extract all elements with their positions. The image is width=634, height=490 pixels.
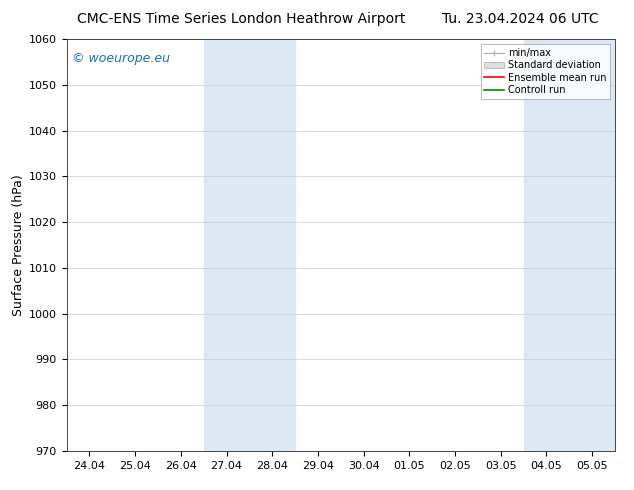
Y-axis label: Surface Pressure (hPa): Surface Pressure (hPa)	[11, 174, 25, 316]
Bar	[524, 39, 615, 451]
Text: © woeurope.eu: © woeurope.eu	[72, 51, 170, 65]
Text: CMC-ENS Time Series London Heathrow Airport: CMC-ENS Time Series London Heathrow Airp…	[77, 12, 405, 26]
Legend: min/max, Standard deviation, Ensemble mean run, Controll run: min/max, Standard deviation, Ensemble me…	[481, 44, 610, 99]
Text: Tu. 23.04.2024 06 UTC: Tu. 23.04.2024 06 UTC	[441, 12, 598, 26]
Bar	[204, 39, 295, 451]
